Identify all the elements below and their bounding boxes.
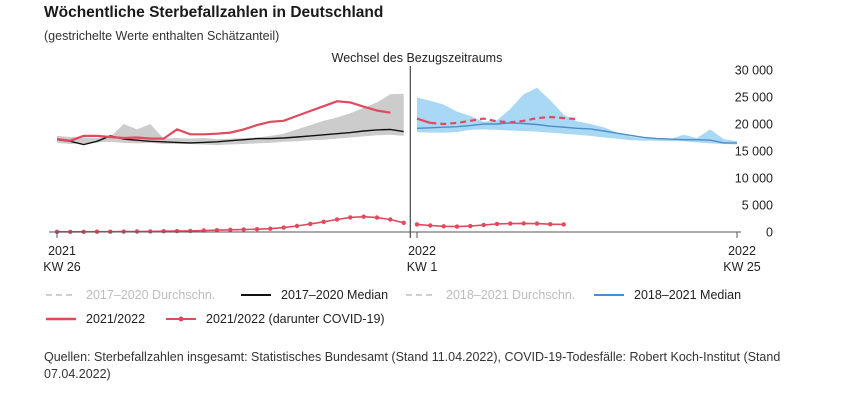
x-tick-year-label: 2021 [48, 244, 76, 258]
covid-point-24 [374, 215, 380, 220]
covid-point-30 [454, 224, 460, 229]
legend-label-median-2017-2020: 2017–2020 Median [281, 288, 389, 302]
legend-swatch-median-2018-2021 [594, 294, 624, 296]
legend-item-avg-2017-2020: 2017–2020 Durchschn. [44, 288, 215, 302]
y-tick-label: 30 000 [735, 64, 773, 78]
x-tick-week-label: KW 26 [43, 260, 81, 274]
covid-point-17 [281, 225, 286, 230]
covid-point-13 [228, 227, 233, 232]
legend-swatch-median-2017-2020 [241, 294, 271, 296]
covid-point-34 [508, 221, 513, 226]
covid-point-38 [561, 222, 566, 227]
range-band-2018-2021 [417, 87, 737, 145]
legend-item-2021-2022: 2021/2022 [44, 312, 145, 326]
legend-label-avg-2018-2021: 2018–2021 Durchschn. [446, 288, 576, 302]
covid-point-31 [468, 223, 473, 229]
covid-point-14 [241, 227, 246, 232]
covid-point-37 [548, 222, 553, 227]
covid-point-25 [388, 217, 393, 222]
series-line-2021-2022-estimate [430, 115, 578, 126]
covid-point-7 [148, 229, 153, 234]
y-tick-label: 25 000 [735, 91, 773, 105]
y-tick-label: 10 000 [735, 172, 773, 186]
legend-label-2021-2022: 2021/2022 [86, 312, 146, 326]
covid-point-33 [494, 221, 500, 227]
series-line-2021-2022-2 [56, 100, 391, 142]
chart-canvas: 0 5 000 10 000 15 000 20 000 25 000 30 000 2021… [43, 51, 773, 274]
source-note: Quellen: Sterbefallzahlen insgesamt: Sta… [44, 350, 781, 381]
legend-swatch-avg-2017-2020 [46, 294, 76, 296]
y-tick-label: 5 000 [742, 199, 773, 213]
covid-point-19 [308, 221, 313, 227]
covid-point-18 [294, 223, 300, 229]
period-change-annotation: Wechsel des Bezugszeitraums [332, 51, 503, 65]
range-band-2017-2020 [57, 93, 404, 146]
covid-point-8 [161, 229, 166, 234]
covid-point-36 [534, 221, 540, 226]
covid-point-23 [361, 214, 366, 219]
legend-item-avg-2018-2021: 2018–2021 Durchschn. [404, 288, 575, 302]
covid-point-35 [521, 221, 526, 226]
legend-label-covid: 2021/2022 (darunter COVID-19) [206, 312, 385, 326]
covid-point-9 [174, 228, 180, 234]
covid-point-28 [428, 223, 433, 228]
x-tick-year-label: 2022 [408, 244, 436, 258]
chart-subtitle: (gestrichelte Werte enthalten Schätzante… [44, 29, 280, 43]
covid-point-12 [214, 228, 220, 233]
legend-item-median-2018-2021: 2018–2021 Median [592, 288, 741, 302]
y-tick-label: 15 000 [735, 145, 773, 159]
y-tick-label: 20 000 [735, 118, 773, 132]
covid-point-32 [481, 222, 486, 228]
x-tick-week-label: KW 1 [407, 260, 438, 274]
legend-swatch-covid [166, 316, 196, 322]
y-tick-label: 0 [766, 226, 773, 240]
legend-swatch-2021-2022 [46, 317, 76, 321]
covid-point-26 [401, 220, 406, 225]
series-line-covid-6 [416, 222, 564, 228]
covid-point-27 [414, 222, 420, 227]
covid-point-29 [441, 224, 446, 229]
covid-point-22 [348, 215, 353, 220]
chart-title: Wöchentliche Sterbefallzahlen in Deutsch… [44, 4, 384, 21]
covid-point-15 [254, 227, 260, 232]
series-line-median-2018-2021 [416, 122, 737, 144]
x-tick-week-label: KW 25 [723, 260, 761, 274]
series-line-2021-2022-3 [416, 117, 431, 124]
legend-item-median-2017-2020: 2017–2020 Median [239, 288, 388, 302]
legend-swatch-avg-2018-2021 [406, 294, 436, 296]
covid-point-16 [268, 226, 273, 231]
legend-label-avg-2017-2020: 2017–2020 Durchschn. [86, 288, 216, 302]
legend-item-covid: 2021/2022 (darunter COVID-19) [164, 312, 385, 326]
covid-point-20 [321, 219, 326, 224]
legend-label-median-2018-2021: 2018–2021 Median [634, 288, 742, 302]
x-tick-year-label: 2022 [728, 244, 756, 258]
covid-point-21 [334, 217, 340, 222]
